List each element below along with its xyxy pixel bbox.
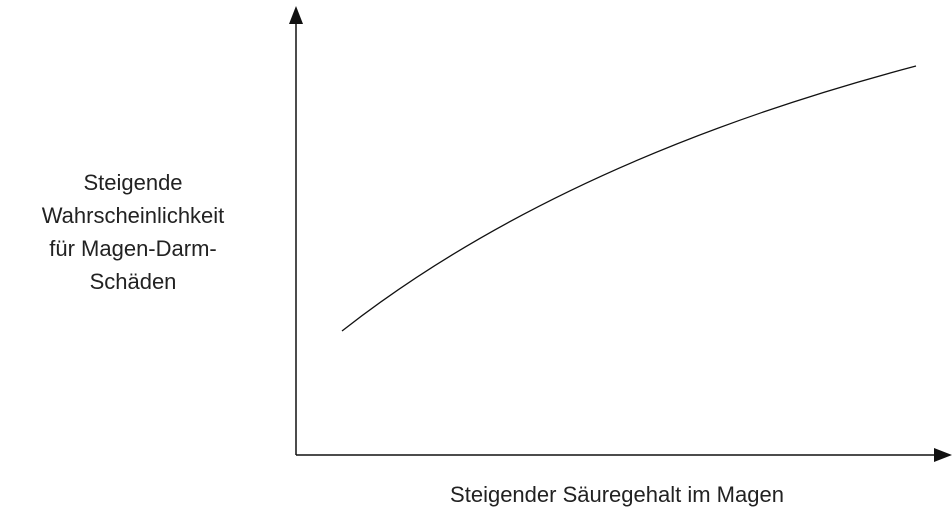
y-axis-label-line: Schäden <box>90 269 177 294</box>
y-axis-arrow <box>289 6 303 24</box>
y-axis-label-line: für Magen-Darm- <box>49 236 216 261</box>
y-axis-label-line: Wahrscheinlichkeit <box>42 203 225 228</box>
x-axis-arrow <box>934 448 952 462</box>
x-axis-label: Steigender Säuregehalt im Magen <box>450 482 784 507</box>
y-axis-label: Steigende Wahrscheinlichkeit für Magen-Dar… <box>42 170 225 294</box>
y-axis-label-line: Steigende <box>83 170 182 195</box>
curve <box>341 65 917 332</box>
